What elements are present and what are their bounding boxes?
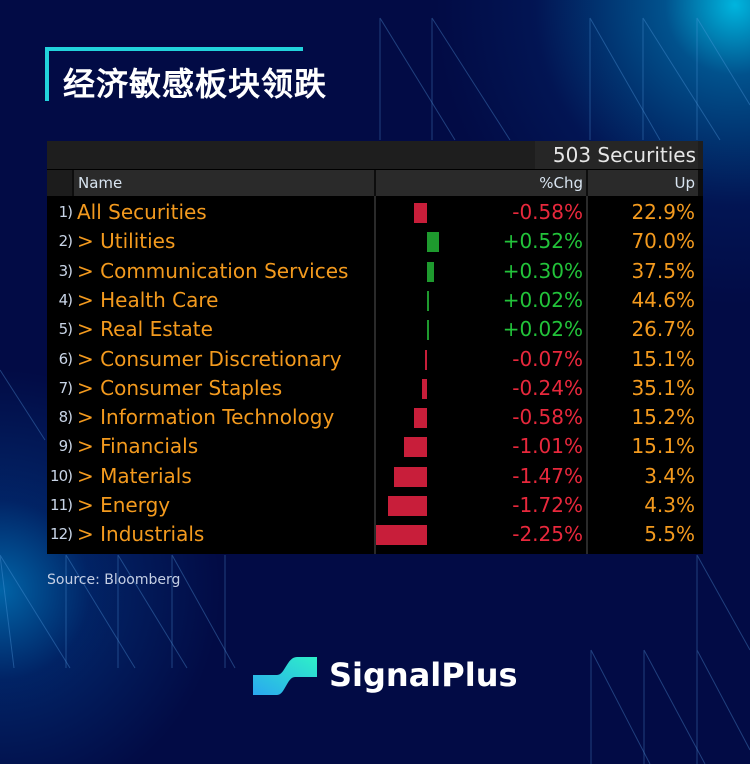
pct-up: 3.4% [644,463,695,488]
row-index: 1) [58,203,73,221]
row-index: 2) [58,232,73,251]
column-header-name[interactable]: Name [74,170,374,196]
change-bar [393,466,427,487]
securities-count: 503 Securities [535,141,698,169]
table-row[interactable]: 8) > Information Technology -0.58% 15.2% [47,403,703,432]
sector-name[interactable]: > Materials [77,463,192,488]
pct-change: -1.72% [512,493,583,517]
pct-up: 4.3% [644,493,695,517]
table-row[interactable]: 5) > Real Estate +0.02% 26.7% [47,315,703,344]
table-top-header: 503 Securities [47,141,703,169]
table-row[interactable]: 11) > Energy -1.72% 4.3% [47,491,703,520]
row-index: 10) [50,466,73,485]
column-header-chg[interactable]: %Chg [376,170,586,196]
row-index: 4) [58,290,73,309]
change-bar [388,496,427,516]
pct-up: 35.1% [631,375,695,400]
sector-name[interactable]: > Utilities [77,229,176,254]
pct-change: -0.58% [512,405,583,430]
row-index: 3) [58,261,73,280]
table-row[interactable]: 7) > Consumer Staples -0.24% 35.1% [47,374,703,403]
table-row[interactable]: 9) > Financials -1.01% 15.1% [47,432,703,461]
pct-change: -1.01% [512,434,583,459]
title-accent-bar [45,47,303,51]
table-row[interactable]: 3) > Communication Services +0.30% 37.5% [47,257,703,286]
pct-change: -0.58% [512,200,583,224]
change-bar [413,408,427,429]
column-header-row: Name %Chg Up [47,170,703,196]
sector-table: 503 Securities Name %Chg Up 1) All Securi… [47,141,703,554]
sector-name[interactable]: > Financials [77,434,199,459]
change-bar [425,349,427,370]
table-row[interactable]: 6) > Consumer Discretionary -0.07% 15.1% [47,345,703,374]
pct-change: +0.02% [502,317,583,342]
pct-up: 15.1% [631,434,695,459]
table-row[interactable]: 1) All Securities -0.58% 22.9% [47,198,703,227]
change-bar [413,203,427,223]
pct-up: 37.5% [631,258,695,283]
change-bar [427,232,439,253]
pct-change: +0.02% [502,287,583,312]
column-divider [586,196,588,554]
pct-change: -0.07% [512,346,583,371]
row-index: 12) [50,525,73,544]
row-index: 9) [58,437,73,456]
pct-change: -2.25% [512,522,583,547]
pct-change: -1.47% [512,463,583,488]
page-title: 经济敏感板块领跌 [63,65,328,103]
row-index: 6) [58,349,73,368]
table-row[interactable]: 12) > Industrials -2.25% 5.5% [47,520,703,549]
change-bar [421,378,427,399]
table-row[interactable]: 10) > Materials -1.47% 3.4% [47,462,703,491]
column-header-index [47,170,72,196]
change-bar [404,437,427,458]
sector-name[interactable]: > Consumer Discretionary [77,346,342,371]
pct-change: -0.24% [512,375,583,400]
source-note: Source: Bloomberg [47,572,181,588]
row-index: 5) [58,320,73,339]
sector-name[interactable]: All Securities [77,200,207,224]
column-header-up[interactable]: Up [588,170,698,196]
sector-name[interactable]: > Industrials [77,522,205,547]
sector-name[interactable]: > Communication Services [77,258,349,283]
table-row[interactable]: 2) > Utilities +0.52% 70.0% [47,227,703,256]
sector-name[interactable]: > Health Care [77,287,219,312]
pct-change: +0.30% [502,258,583,283]
table-row[interactable]: 4) > Health Care +0.02% 44.6% [47,286,703,315]
pct-up: 15.1% [631,346,695,371]
change-bar [427,261,434,282]
title-accent-bar-vertical [45,47,49,101]
pct-up: 5.5% [644,522,695,547]
pct-up: 26.7% [631,317,695,342]
sector-name[interactable]: > Information Technology [77,405,335,430]
pct-up: 15.2% [631,405,695,430]
signalplus-logo-icon [253,657,317,695]
brand-name: SignalPlus [329,656,518,694]
change-bar [376,525,427,546]
pct-change: +0.52% [502,229,583,254]
sector-name[interactable]: > Energy [77,493,171,517]
row-index: 8) [58,408,73,427]
row-index: 11) [50,496,73,514]
row-index: 7) [58,378,73,397]
change-bar [427,290,429,311]
sector-name[interactable]: > Consumer Staples [77,375,283,400]
column-divider [374,196,376,554]
change-bar [427,320,429,341]
sector-name[interactable]: > Real Estate [77,317,213,342]
pct-up: 44.6% [631,287,695,312]
pct-up: 70.0% [631,229,695,254]
pct-up: 22.9% [631,200,695,224]
